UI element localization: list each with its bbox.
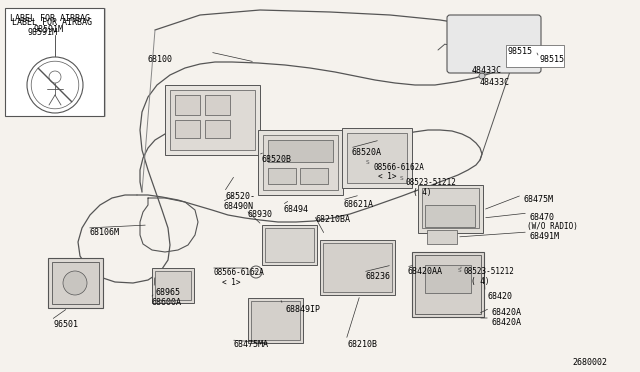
Bar xyxy=(5,8,104,116)
Circle shape xyxy=(27,57,83,113)
Bar xyxy=(175,120,200,138)
Bar xyxy=(205,95,230,115)
Bar xyxy=(152,268,194,303)
Text: 2680002: 2680002 xyxy=(572,358,607,367)
Text: 68490N: 68490N xyxy=(224,202,254,211)
Text: 68520B: 68520B xyxy=(261,155,291,164)
Text: 68420A: 68420A xyxy=(492,318,522,327)
Bar xyxy=(412,252,484,317)
Bar xyxy=(268,140,333,162)
Text: 96501: 96501 xyxy=(53,320,78,329)
Bar xyxy=(52,262,99,304)
Text: S: S xyxy=(366,160,370,166)
Bar xyxy=(425,205,475,227)
Bar xyxy=(155,271,191,300)
Text: 68849IP: 68849IP xyxy=(285,305,320,314)
Text: S: S xyxy=(254,269,258,275)
Text: 48433C: 48433C xyxy=(480,78,510,87)
Text: 68600A: 68600A xyxy=(152,298,182,307)
Circle shape xyxy=(63,271,87,295)
Bar xyxy=(425,265,471,293)
Text: 68491M: 68491M xyxy=(530,232,560,241)
Circle shape xyxy=(479,73,485,79)
Bar xyxy=(263,135,338,190)
Text: 68930: 68930 xyxy=(248,210,273,219)
Text: 98515: 98515 xyxy=(539,55,564,64)
Text: S: S xyxy=(400,176,404,180)
Bar xyxy=(48,258,103,308)
Text: 68210B: 68210B xyxy=(348,340,378,349)
Text: 68420: 68420 xyxy=(487,292,512,301)
Bar xyxy=(175,95,200,115)
Text: 98591M: 98591M xyxy=(34,25,64,34)
Bar xyxy=(248,298,303,343)
Bar xyxy=(323,243,392,292)
Text: 68520A: 68520A xyxy=(352,148,382,157)
Bar xyxy=(415,255,481,314)
Bar xyxy=(347,133,407,183)
Bar xyxy=(262,225,317,265)
Text: 68520-: 68520- xyxy=(226,192,256,201)
Text: 08523-51212: 08523-51212 xyxy=(405,178,456,187)
Text: 68494: 68494 xyxy=(284,205,309,214)
Text: 98591M: 98591M xyxy=(28,28,58,37)
Text: 68470: 68470 xyxy=(530,213,555,222)
Text: 68210BA: 68210BA xyxy=(316,215,351,224)
Text: LABEL FOR AIRBAG: LABEL FOR AIRBAG xyxy=(10,14,90,23)
Text: < 1>: < 1> xyxy=(378,172,397,181)
Text: ( 4): ( 4) xyxy=(471,277,490,286)
Text: 98515: 98515 xyxy=(508,47,533,56)
Bar xyxy=(422,188,479,228)
Bar xyxy=(205,120,230,138)
Text: ( 4): ( 4) xyxy=(413,188,431,197)
Bar xyxy=(258,130,343,195)
Text: 68420A: 68420A xyxy=(492,308,522,317)
Bar xyxy=(251,301,300,340)
Text: 68965: 68965 xyxy=(156,288,181,297)
Bar xyxy=(342,128,412,188)
Text: 08523-51212: 08523-51212 xyxy=(463,267,514,276)
Bar xyxy=(427,230,457,244)
Bar xyxy=(165,85,260,155)
Text: 68100: 68100 xyxy=(148,55,173,64)
Text: 68621A: 68621A xyxy=(344,200,374,209)
Bar xyxy=(170,90,255,150)
Text: S: S xyxy=(458,267,462,273)
Text: 68475M: 68475M xyxy=(524,195,554,204)
Text: LABEL FOR AIRBAG: LABEL FOR AIRBAG xyxy=(12,18,92,27)
Bar xyxy=(300,168,328,184)
Text: < 1>: < 1> xyxy=(222,278,241,287)
FancyBboxPatch shape xyxy=(447,15,541,73)
Bar xyxy=(418,185,483,233)
Bar xyxy=(320,240,395,295)
Text: 68236: 68236 xyxy=(365,272,390,281)
Text: 48433C: 48433C xyxy=(472,66,502,75)
Bar xyxy=(506,45,564,67)
Text: 68106M: 68106M xyxy=(89,228,119,237)
Text: 08566-6162A: 08566-6162A xyxy=(374,163,425,172)
Text: (W/O RADIO): (W/O RADIO) xyxy=(527,222,578,231)
Text: 68420AA: 68420AA xyxy=(408,267,443,276)
Bar xyxy=(265,228,314,262)
Text: 68475MA: 68475MA xyxy=(233,340,268,349)
Text: 08566-6162A: 08566-6162A xyxy=(213,268,264,277)
Bar xyxy=(268,168,296,184)
